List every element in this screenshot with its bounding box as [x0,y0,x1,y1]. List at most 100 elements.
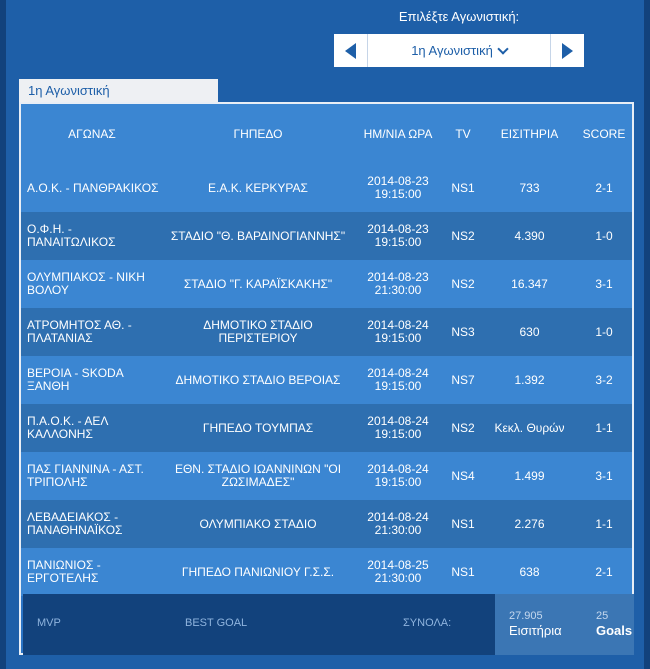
tv-cell: NS2 [443,212,483,260]
column-header-tv: TV [443,104,483,164]
fixtures-table-container: ΑΓΩΝΑΣ ΓΗΠΕΔΟ ΗΜ/ΝΙΑ ΩΡΑ TV ΕΙΣΙΤΗΡΙΑ SC… [19,102,634,655]
totals-box: 27.905 Εισιτήρια 25 Goals [495,594,634,655]
score-cell: 2-1 [576,164,632,212]
tickets-cell: 1.392 [483,356,576,404]
stadium-cell: ΔΗΜΟΤΙΚΟ ΣΤΑΔΙΟ ΠΕΡΙΣΤΕΡΙΟΥ [163,308,353,356]
score-cell: 3-1 [576,260,632,308]
time-text: 21:30:00 [374,523,422,537]
datetime-cell: 2014-08-24 19:15:00 [353,308,443,356]
datetime-cell: 2014-08-24 21:30:00 [353,500,443,548]
date-text: 2014-08-24 [367,510,429,524]
column-header-datetime: ΗΜ/ΝΙΑ ΩΡΑ [353,104,443,164]
match-cell: Π.Α.Ο.Κ. - ΑΕΛ ΚΑΛΛΟΝΗΣ [21,404,163,452]
datetime-cell: 2014-08-23 21:30:00 [353,260,443,308]
score-cell: 1-1 [576,404,632,452]
tv-cell: NS1 [443,500,483,548]
datetime-cell: 2014-08-25 21:30:00 [353,548,443,596]
table-row: ΟΛΥΜΠΙΑΚΟΣ - ΝΙΚΗ ΒΟΛΟΥ ΣΤΑΔΙΟ "Γ. ΚΑΡΑΪ… [21,260,632,308]
score-cell: 1-0 [576,308,632,356]
table-row: ΑΤΡΟΜΗΤΟΣ ΑΘ. - ΠΛΑΤΑΝΙΑΣ ΔΗΜΟΤΙΚΟ ΣΤΑΔΙ… [21,308,632,356]
score-cell: 3-2 [576,356,632,404]
tv-cell: NS7 [443,356,483,404]
matchday-selector-label: Επιλέξτε Αγωνιστική: [398,9,520,24]
stadium-cell: ΕΘΝ. ΣΤΑΔΙΟ ΙΩΑΝΝΙΝΩΝ "ΟΙ ΖΩΣΙΜΑΔΕΣ" [163,452,353,500]
totals-label: ΣΥΝΟΛΑ: [403,617,452,629]
tickets-cell: Κεκλ. Θυρών [483,404,576,452]
tickets-cell: 4.390 [483,212,576,260]
tickets-cell: 733 [483,164,576,212]
table-row: Π.Α.Ο.Κ. - ΑΕΛ ΚΑΛΛΟΝΗΣ ΓΗΠΕΔΟ ΤΟΥΜΠΑΣ 2… [21,404,632,452]
datetime-cell: 2014-08-24 19:15:00 [353,356,443,404]
column-header-tickets: ΕΙΣΙΤΗΡΙΑ [483,104,576,164]
column-header-match: ΑΓΩΝΑΣ [21,104,163,164]
match-cell: ΟΛΥΜΠΙΑΚΟΣ - ΝΙΚΗ ΒΟΛΟΥ [21,260,163,308]
mvp-label: MVP [37,617,61,629]
goals-total: 25 Goals [596,610,632,638]
matchday-dropdown-value: 1η Αγωνιστική [411,43,493,58]
stadium-cell: Ε.Α.Κ. ΚΕΡΚΥΡΑΣ [163,164,353,212]
datetime-cell: 2014-08-24 19:15:00 [353,452,443,500]
time-text: 19:15:00 [374,427,422,441]
score-cell: 3-1 [576,452,632,500]
right-edge [644,0,650,669]
tickets-cell: 2.276 [483,500,576,548]
match-cell: ΒΕΡΟΙΑ - SKODA ΞΑΝΘΗ [21,356,163,404]
left-edge [0,0,6,669]
table-header-row: ΑΓΩΝΑΣ ΓΗΠΕΔΟ ΗΜ/ΝΙΑ ΩΡΑ TV ΕΙΣΙΤΗΡΙΑ SC… [21,104,632,164]
time-text: 19:15:00 [374,235,422,249]
date-text: 2014-08-24 [367,462,429,476]
stadium-cell: ΣΤΑΔΙΟ "Θ. ΒΑΡΔΙΝΟΓΙΑΝΝΗΣ" [163,212,353,260]
match-cell: ΠΑΝΙΩΝΙΟΣ - ΕΡΓΟΤΕΛΗΣ [21,548,163,596]
date-text: 2014-08-25 [367,558,429,572]
tv-cell: NS4 [443,452,483,500]
time-text: 21:30:00 [374,571,422,585]
stadium-cell: ΓΗΠΕΔΟ ΠΑΝΙΩΝΙΟΥ Γ.Σ.Σ. [163,548,353,596]
matchday-selector: 1η Αγωνιστική [334,34,584,67]
arrow-left-icon [345,42,356,59]
tickets-total-value: 27.905 [509,610,543,622]
chevron-down-icon [497,42,509,55]
time-text: 21:30:00 [374,283,422,297]
tv-cell: NS2 [443,404,483,452]
date-text: 2014-08-23 [367,270,429,284]
best-goal-label: BEST GOAL [185,617,248,629]
tickets-cell: 638 [483,548,576,596]
table-row: ΠΑΣ ΓΙΑΝΝΙΝΑ - ΑΣΤ. ΤΡΙΠΟΛΗΣ ΕΘΝ. ΣΤΑΔΙΟ… [21,452,632,500]
match-cell: ΛΕΒΑΔΕΙΑΚΟΣ - ΠΑΝΑΘΗΝΑΪΚΟΣ [21,500,163,548]
time-text: 19:15:00 [374,187,422,201]
stadium-cell: ΔΗΜΟΤΙΚΟ ΣΤΑΔΙΟ ΒΕΡΟΙΑΣ [163,356,353,404]
goals-total-value: 25 [596,610,609,622]
previous-matchday-button[interactable] [334,34,368,67]
match-cell: Ο.Φ.Η. - ΠΑΝΑΙΤΩΛΙΚΟΣ [21,212,163,260]
arrow-right-icon [562,42,573,59]
totals-footer: MVP BEST GOAL ΣΥΝΟΛΑ: 27.905 Εισιτήρια 2… [23,594,634,655]
score-cell: 1-1 [576,500,632,548]
tv-cell: NS2 [443,260,483,308]
tickets-total-label: Εισιτήρια [509,623,562,638]
score-cell: 1-0 [576,212,632,260]
date-text: 2014-08-23 [367,222,429,236]
date-text: 2014-08-24 [367,366,429,380]
tv-cell: NS1 [443,164,483,212]
table-row: ΛΕΒΑΔΕΙΑΚΟΣ - ΠΑΝΑΘΗΝΑΪΚΟΣ ΟΛΥΜΠΙΑΚΟ ΣΤΑ… [21,500,632,548]
table-row: Ο.Φ.Η. - ΠΑΝΑΙΤΩΛΙΚΟΣ ΣΤΑΔΙΟ "Θ. ΒΑΡΔΙΝΟ… [21,212,632,260]
table-row: Α.Ο.Κ. - ΠΑΝΘΡΑΚΙΚΟΣ Ε.Α.Κ. ΚΕΡΚΥΡΑΣ 201… [21,164,632,212]
datetime-cell: 2014-08-23 19:15:00 [353,212,443,260]
tickets-total: 27.905 Εισιτήρια [509,610,562,638]
tv-cell: NS3 [443,308,483,356]
tab-matchday[interactable]: 1η Αγωνιστική [19,79,218,102]
tickets-cell: 1.499 [483,452,576,500]
date-text: 2014-08-23 [367,174,429,188]
column-header-score: SCORE [576,104,632,164]
score-cell: 2-1 [576,548,632,596]
match-cell: ΠΑΣ ΓΙΑΝΝΙΝΑ - ΑΣΤ. ΤΡΙΠΟΛΗΣ [21,452,163,500]
tickets-cell: 16.347 [483,260,576,308]
matchday-dropdown[interactable]: 1η Αγωνιστική [368,34,550,67]
next-matchday-button[interactable] [550,34,584,67]
fixtures-table: ΑΓΩΝΑΣ ΓΗΠΕΔΟ ΗΜ/ΝΙΑ ΩΡΑ TV ΕΙΣΙΤΗΡΙΑ SC… [21,104,632,596]
date-text: 2014-08-24 [367,318,429,332]
tickets-cell: 630 [483,308,576,356]
table-row: ΠΑΝΙΩΝΙΟΣ - ΕΡΓΟΤΕΛΗΣ ΓΗΠΕΔΟ ΠΑΝΙΩΝΙΟΥ Γ… [21,548,632,596]
column-header-stadium: ΓΗΠΕΔΟ [163,104,353,164]
time-text: 19:15:00 [374,475,422,489]
